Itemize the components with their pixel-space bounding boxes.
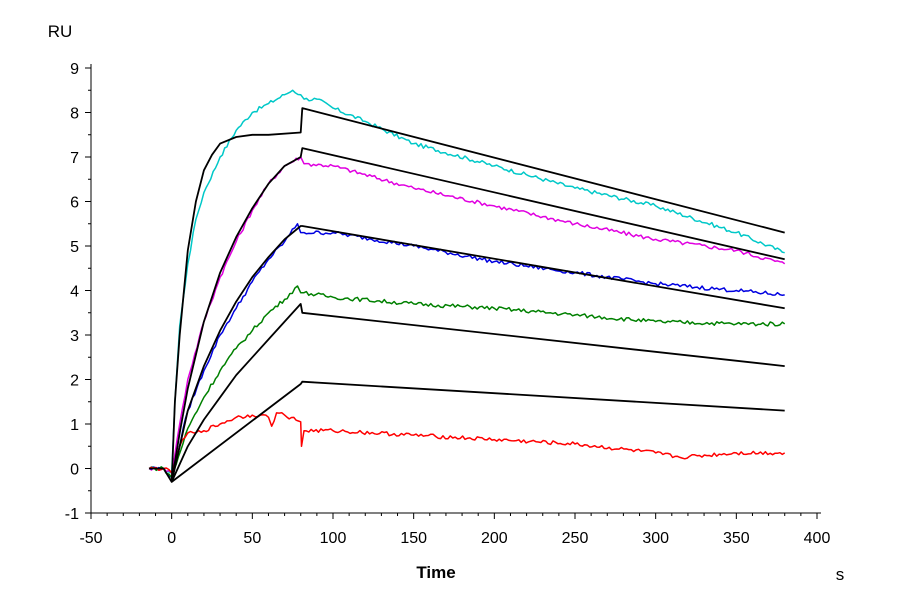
x-axis-title: Time [416,563,455,582]
y-tick-label: 2 [70,373,79,390]
series-cyan-line [148,89,785,474]
x-tick-label: 350 [723,530,750,547]
fit-5-line [171,380,785,483]
y-axis-title: RU [48,22,73,41]
x-tick-label: -50 [79,530,102,547]
x-tick-label: 100 [320,530,347,547]
fit-1-line [149,107,785,483]
y-tick-label: 6 [70,195,79,212]
y-tick-label: 0 [70,462,79,479]
plot-area [148,89,786,483]
series-magenta-line [148,156,786,474]
fit-2-line [170,147,785,483]
y-tick-label: 1 [70,417,79,434]
y-axis: -1 0 1 2 3 4 5 6 7 8 9 [65,61,92,523]
y-tick-label: -1 [65,506,79,523]
x-tick-label: 400 [804,530,831,547]
x-tick-label: 0 [167,530,176,547]
y-tick-label: 4 [70,284,79,301]
x-tick-label: 50 [243,530,261,547]
y-tick-label: 5 [70,239,79,256]
x-tick-label: 250 [562,530,589,547]
series-blue-line [148,223,785,479]
fit-4-line [170,303,785,483]
fit-3-line [170,225,785,483]
series-red-line [148,412,786,474]
x-axis-unit: s [836,565,845,584]
y-tick-label: 7 [70,150,79,167]
x-tick-label: 300 [642,530,669,547]
y-tick-label: 3 [70,328,79,345]
x-tick-label: 150 [400,530,427,547]
x-tick-label: 200 [481,530,508,547]
y-tick-label: 9 [70,61,79,78]
x-axis: -50 0 50 100 150 200 250 300 350 400 [79,512,831,547]
y-tick-label: 8 [70,106,79,123]
series-green-line [148,285,786,479]
